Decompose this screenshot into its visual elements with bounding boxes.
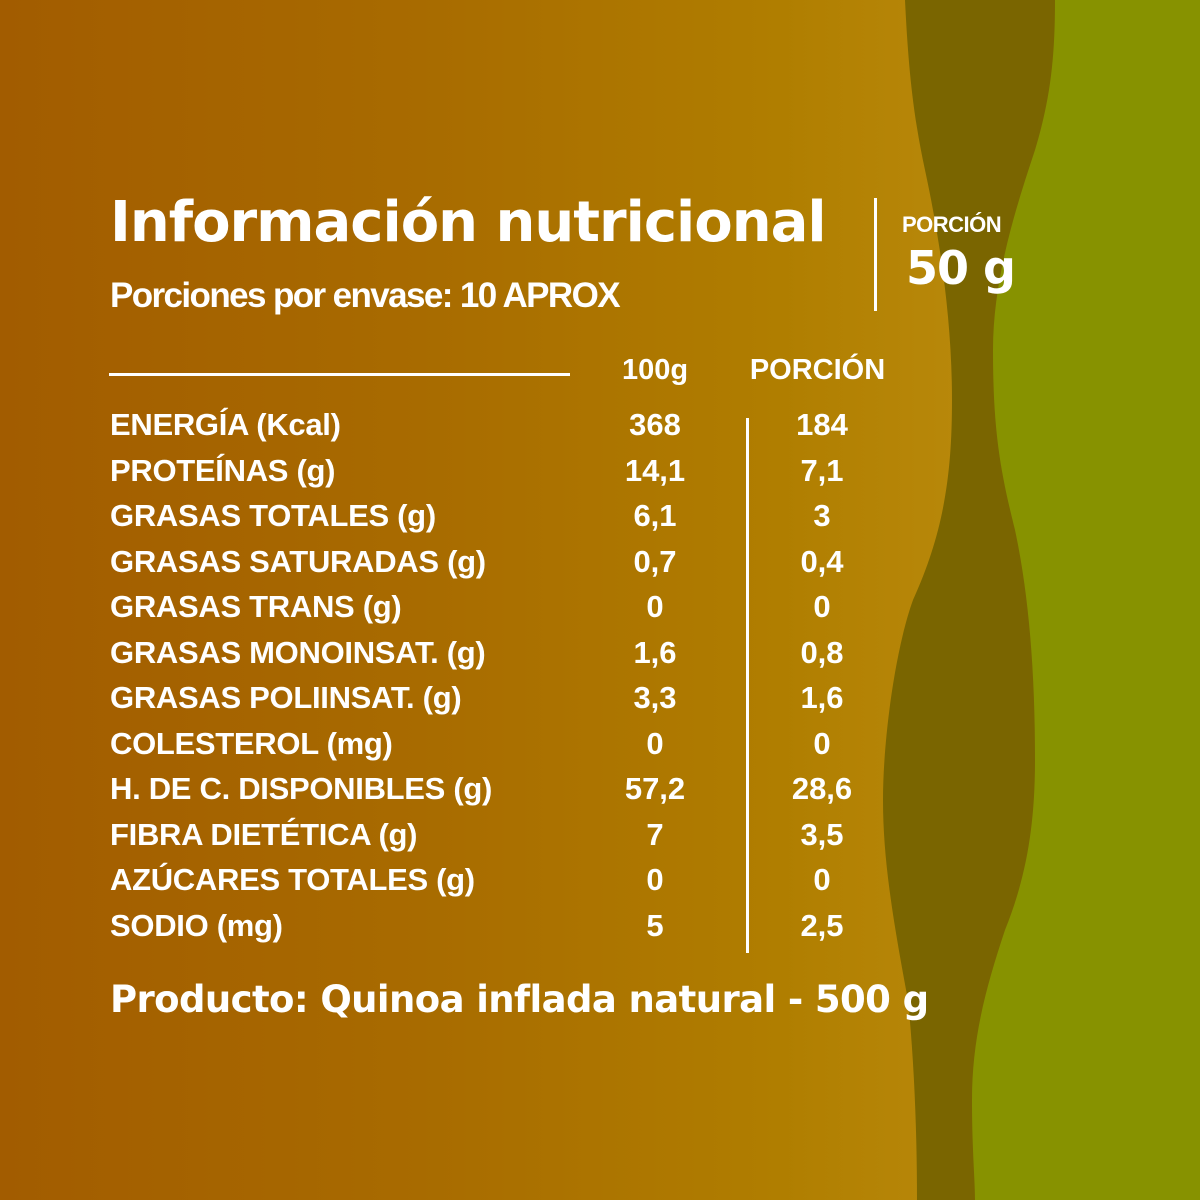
table-row: PROTEÍNAS (g) 14,1 7,1: [110, 448, 910, 494]
value-per-portion: 28,6: [791, 771, 853, 806]
header-divider: [874, 198, 877, 311]
nutrient-label: COLESTEROL (mg): [110, 725, 393, 761]
value-per-portion: 7,1: [800, 452, 844, 488]
column-header-100g: 100g: [621, 354, 689, 386]
value-per-100g: 0: [646, 725, 664, 761]
nutrient-label: ENERGÍA (Kcal): [110, 407, 341, 442]
table-row: FIBRA DIETÉTICA (g) 7 3,5: [110, 812, 910, 858]
nutrient-label: FIBRA DIETÉTICA (g): [110, 816, 418, 852]
value-per-100g: 14,1: [624, 452, 686, 488]
nutrient-label: SODIO (mg): [110, 907, 283, 943]
value-per-portion: 184: [796, 407, 848, 442]
value-per-portion: 0: [813, 589, 831, 624]
value-per-portion: 0: [813, 862, 831, 897]
table-header-rule: [109, 373, 570, 376]
value-per-100g: 7: [646, 816, 664, 852]
value-per-portion: 0: [813, 725, 831, 761]
value-per-100g: 6,1: [633, 498, 677, 533]
value-per-100g: 368: [629, 407, 681, 442]
nutrient-label: H. DE C. DISPONIBLES (g): [110, 771, 493, 806]
table-row: GRASAS MONOINSAT. (g) 1,6 0,8: [110, 630, 910, 676]
value-per-portion: 0,4: [800, 543, 844, 579]
value-per-100g: 0: [646, 589, 664, 624]
table-row: GRASAS TRANS (g) 0 0: [110, 584, 910, 630]
green-wave-region: [972, 0, 1200, 1200]
value-per-100g: 0: [646, 862, 664, 897]
value-per-100g: 3,3: [633, 680, 677, 715]
product-name: Producto: Quinoa inflada natural - 500 g: [110, 978, 929, 1021]
table-row: SODIO (mg) 5 2,5: [110, 903, 910, 949]
page-title: Información nutricional: [110, 190, 827, 255]
nutrient-label: GRASAS TOTALES (g): [110, 498, 436, 533]
nutrient-label: GRASAS SATURADAS (g): [110, 543, 486, 579]
value-per-portion: 1,6: [800, 680, 844, 715]
table-row: GRASAS SATURADAS (g) 0,7 0,4: [110, 539, 910, 585]
column-divider: [746, 418, 749, 953]
serving-size-label: PORCIÓN: [902, 212, 1002, 237]
nutrient-label: PROTEÍNAS (g): [110, 452, 336, 488]
servings-per-container: Porciones por envase: 10 APROX: [110, 276, 621, 315]
table-row: GRASAS TOTALES (g) 6,1 3: [110, 493, 910, 539]
nutrition-table: ENERGÍA (Kcal) 368 184 PROTEÍNAS (g) 14,1 7,…: [110, 402, 910, 948]
value-per-100g: 1,6: [633, 634, 677, 670]
value-per-portion: 0,8: [800, 634, 844, 670]
table-row: AZÚCARES TOTALES (g) 0 0: [110, 857, 910, 903]
value-per-100g: 57,2: [624, 771, 686, 806]
table-row: ENERGÍA (Kcal) 368 184: [110, 402, 910, 448]
value-per-100g: 0,7: [633, 543, 677, 579]
table-row: COLESTEROL (mg) 0 0: [110, 721, 910, 767]
value-per-portion: 3,5: [800, 816, 844, 852]
value-per-portion: 3: [813, 498, 831, 533]
value-per-100g: 5: [646, 907, 664, 943]
nutrient-label: GRASAS MONOINSAT. (g): [110, 634, 486, 670]
column-header-portion: PORCIÓN: [749, 354, 886, 386]
table-row: GRASAS POLIINSAT. (g) 3,3 1,6: [110, 675, 910, 721]
value-per-portion: 2,5: [800, 907, 844, 943]
nutrient-label: GRASAS TRANS (g): [110, 589, 402, 624]
nutrient-label: GRASAS POLIINSAT. (g): [110, 680, 462, 715]
table-row: H. DE C. DISPONIBLES (g) 57,2 28,6: [110, 766, 910, 812]
nutrient-label: AZÚCARES TOTALES (g): [110, 862, 475, 897]
serving-size-value: 50 g: [906, 241, 1016, 295]
